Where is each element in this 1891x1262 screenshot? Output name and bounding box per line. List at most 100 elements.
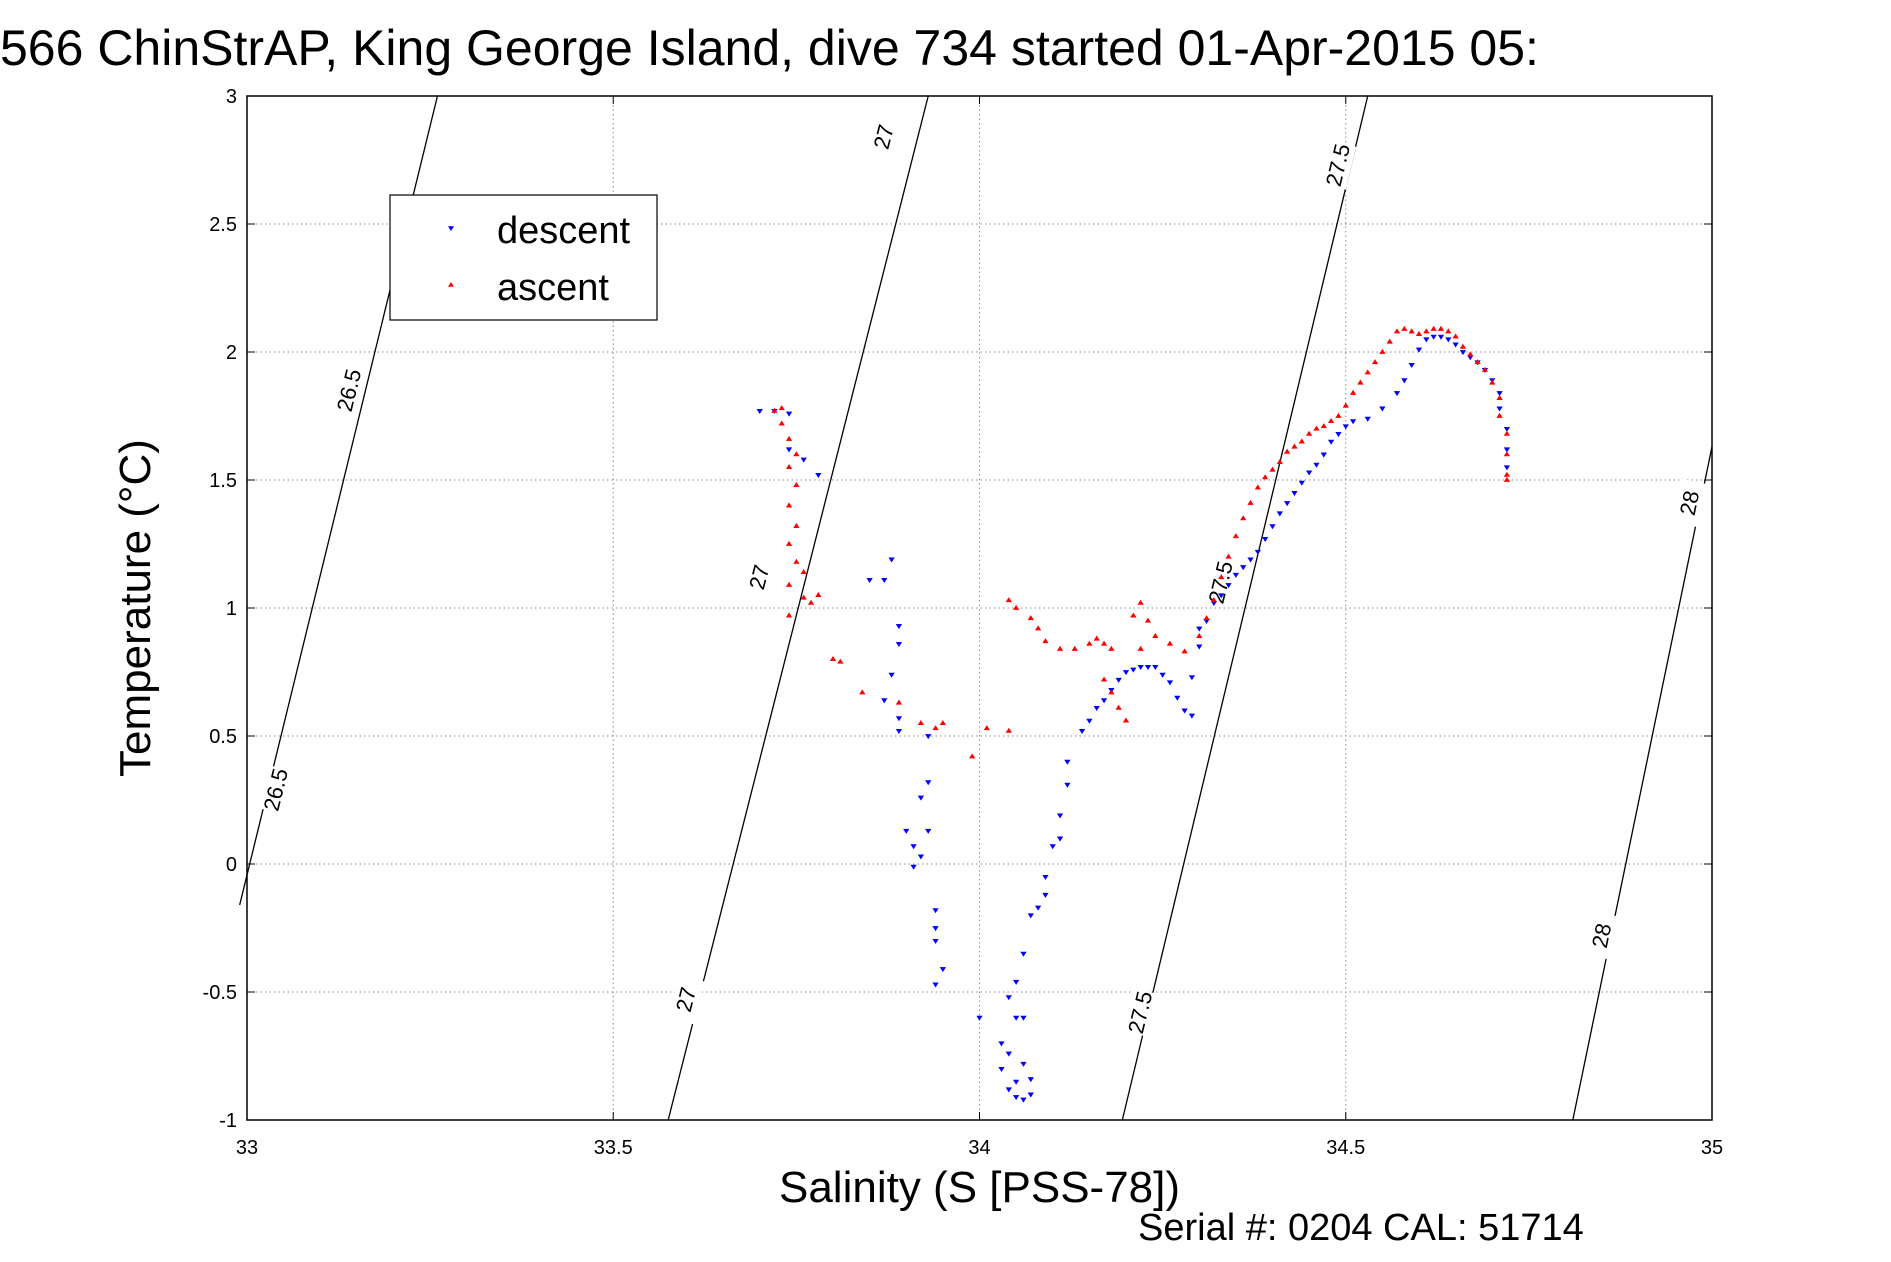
descent-point [1423,337,1430,343]
ascent-point [793,522,800,528]
ascent-point [1152,632,1159,639]
ascent-point [1115,704,1122,710]
x-axis-title: Salinity (S [PSS-78]) [779,1163,1180,1212]
legend-label-descent: descent [497,210,631,252]
ascent-point [1034,625,1042,631]
contour-label-gap [741,552,778,602]
ascent-point [1349,389,1357,395]
ascent-point [1401,325,1408,331]
descent-point [1503,447,1511,453]
descent-point [895,624,903,630]
ascent-point [1327,417,1335,423]
descent-point [1291,490,1298,496]
descent-point [932,926,939,932]
descent-point [1020,1061,1027,1067]
descent-point [1012,1095,1020,1101]
descent-point [925,828,932,834]
descent-point [1152,665,1159,671]
ascent-series [771,325,1511,759]
descent-point [1005,1087,1012,1093]
descent-point [976,1015,983,1021]
contour-label-gap [1584,911,1620,960]
descent-point [1503,426,1511,432]
descent-point [1130,667,1137,673]
ascent-point [1371,359,1379,365]
ascent-point [1137,599,1144,605]
descent-point [917,854,925,860]
descent-point [881,698,888,704]
ascent-point [1437,325,1445,331]
descent-point [1298,480,1305,486]
descent-point [917,795,925,801]
ascent-point [1342,402,1349,408]
descent-point [1042,874,1049,880]
descent-point [881,577,888,584]
ascent-point [815,592,822,598]
chart-title: 566 ChinStrAP, King George Island, dive … [0,20,1539,76]
ascent-point [1481,366,1489,372]
ascent-point [1086,640,1093,646]
descent-point [932,938,939,944]
ascent-point [1276,458,1283,464]
contour-label: 27 [869,122,899,152]
descent-point [903,828,910,834]
descent-point [1430,334,1437,340]
ascent-point [785,464,793,470]
ascent-point [1108,645,1115,651]
descent-point [1284,501,1291,507]
ascent-point [1320,423,1327,429]
ascent-point [793,558,800,564]
ascent-point [1335,412,1342,418]
y-tick-label: -0.5 [203,982,237,1004]
ascent-point [1100,640,1108,646]
descent-point [1364,416,1371,422]
descent-point [1093,705,1100,712]
y-axis-title: Temperature (°C) [111,439,160,777]
ascent-point [1012,604,1020,610]
ascent-point [895,699,903,705]
ascent-point [785,612,793,618]
serial-cal-footer: Serial #: 0204 CAL: 51714 [1138,1207,1584,1249]
descent-point [1115,677,1122,683]
y-tick-label: -1 [219,1110,237,1132]
descent-point [1196,626,1203,632]
descent-point [1313,462,1320,468]
ascent-point [785,502,793,508]
descent-point [1064,782,1071,788]
ascent-point [1056,645,1064,651]
ascent-point [1445,328,1452,334]
descent-point [1503,465,1511,471]
contour-label-gap [668,975,705,1025]
descent-point [1232,572,1240,578]
legend-box [389,194,658,321]
ascent-point [1503,471,1511,477]
descent-point [1437,334,1445,340]
isopycnal-line [1572,446,1713,1121]
ascent-point [1503,476,1511,482]
descent-point [1262,537,1269,543]
descent-point [1020,951,1027,957]
descent-point [1027,1077,1034,1083]
contour-label-gap [258,765,295,815]
ascent-point [1093,635,1100,641]
ascent-point [1467,351,1474,357]
descent-point [1005,995,1012,1001]
ascent-point [1503,451,1511,457]
descent-series [756,334,1511,1103]
ascent-point [1196,632,1203,639]
ascent-point [1100,676,1108,682]
descent-point [1225,583,1232,589]
ascent-point [932,725,939,731]
descent-point [939,967,947,973]
descent-point [1335,432,1342,438]
descent-point [1056,813,1064,819]
descent-point [1027,913,1034,919]
descent-point [1327,439,1335,445]
y-tick-label: 1.5 [209,470,237,492]
x-tick-label: 34.5 [1326,1137,1365,1159]
ascent-point [1269,466,1276,472]
descent-point [1049,844,1056,850]
ascent-point [785,581,793,587]
ascent-point [1496,394,1503,400]
descent-point [1159,672,1166,678]
